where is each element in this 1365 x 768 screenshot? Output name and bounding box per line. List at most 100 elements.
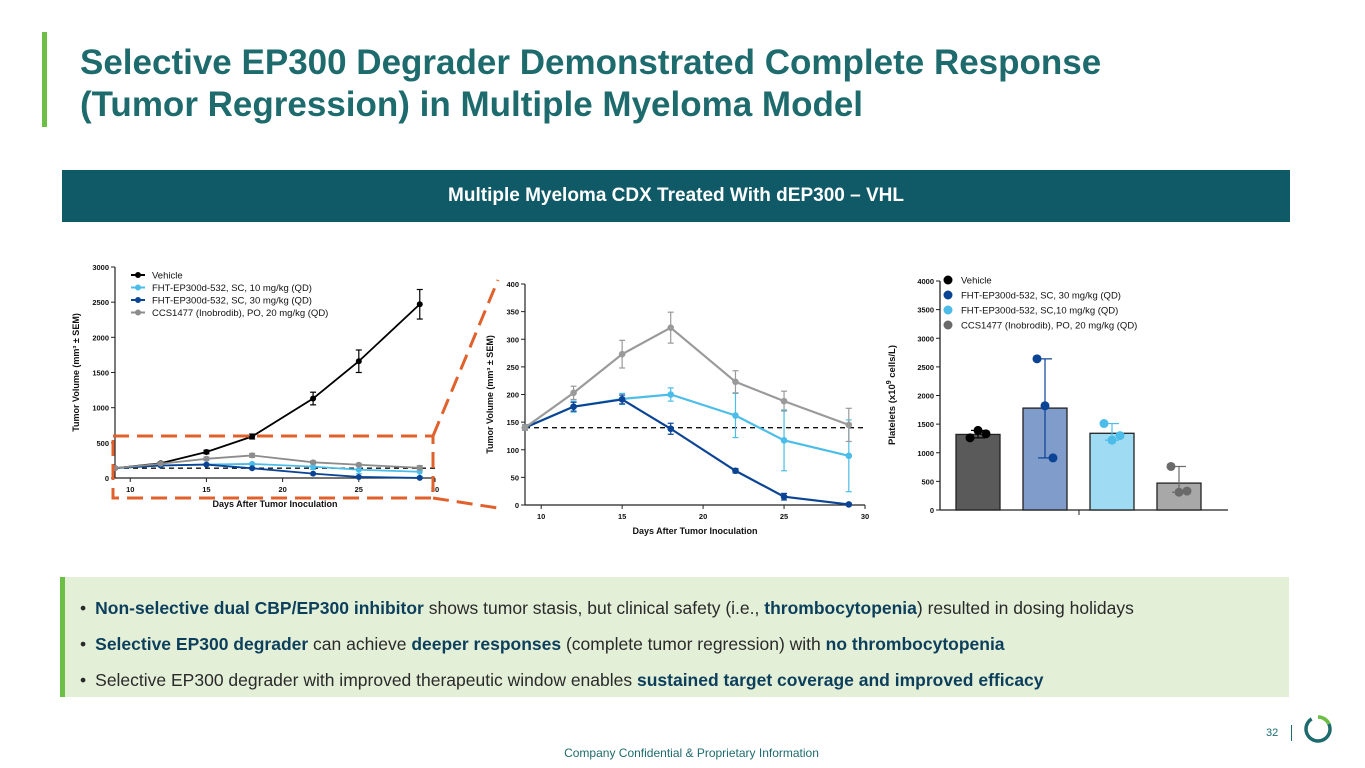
data-point — [355, 473, 362, 480]
data-point — [965, 433, 975, 443]
platelets-bar-chart: 0 500 1000 1500 2000 2500 3000 3500 4000 Platelet… — [886, 275, 1228, 515]
data-point — [249, 460, 256, 467]
title-line-2: (Tumor Regression) in Multiple Myeloma M… — [80, 85, 864, 124]
legend-swatch-marker — [943, 275, 953, 285]
zoom-region-box — [111, 434, 435, 500]
data-point — [203, 448, 210, 455]
y-tick-label: 2500 — [917, 363, 934, 372]
data-point — [203, 455, 210, 462]
y-tick-label: 2000 — [92, 333, 109, 342]
data-point — [570, 389, 577, 397]
x-tick-label: 30 — [431, 485, 439, 494]
y-tick-label: 2500 — [92, 298, 109, 307]
x-tick-label: 15 — [618, 512, 626, 521]
y-axis-title: Tumor Volume (mm³ ± SEM) — [485, 335, 495, 454]
bullet-emphasis: sustained target coverage and improved e… — [636, 670, 1044, 690]
key-findings-list: Non-selective dual CBP/EP300 inhibitor s… — [65, 577, 1289, 698]
y-tick-label: 1500 — [92, 369, 109, 378]
data-point — [845, 501, 853, 508]
bullet-emphasis: deeper responses — [411, 634, 562, 654]
title-accent-bar — [42, 32, 47, 127]
data-point — [249, 452, 256, 459]
bar — [955, 433, 1001, 511]
y-tick-label: 3500 — [917, 306, 934, 315]
y-axis-title-superscript: 9 — [886, 380, 893, 384]
section-banner: Multiple Myeloma CDX Treated With dEP300… — [62, 170, 1290, 222]
title-line-1: Selective EP300 Degrader Demonstrated Co… — [80, 43, 1102, 82]
data-point — [355, 461, 362, 468]
series-line — [524, 398, 849, 506]
data-point — [1032, 354, 1042, 364]
data-point — [981, 429, 991, 439]
x-tick-label: 20 — [699, 512, 707, 521]
zoom-connector-top — [431, 279, 500, 437]
y-tick-label: 400 — [506, 280, 519, 289]
data-point — [845, 421, 853, 429]
bullet-text: can achieve — [308, 634, 412, 654]
data-point — [355, 466, 362, 473]
legend-label: FHT-EP300d-532, SC,10 mg/kg (QD) — [961, 306, 1118, 317]
data-point — [157, 460, 164, 467]
legend-swatch-marker — [943, 290, 953, 300]
y-axis-title: Tumor Volume (mm³ ± SEM) — [71, 313, 81, 432]
zoom-indicator — [111, 279, 500, 510]
data-point — [667, 324, 675, 331]
x-axis-title: Days After Tumor Inoculation — [212, 499, 337, 509]
tumor-volume-chart-zoom: 0 50 100 150 200 250 300 350 400 10 15 20 25 30 Days A… — [485, 280, 869, 536]
legend-label: FHT-EP300d-532, SC, 10 mg/kg (QD) — [152, 283, 312, 294]
page-number: 32 — [1266, 727, 1279, 739]
x-axis-title: Days After Tumor Inoculation — [632, 526, 757, 536]
data-point — [973, 425, 983, 435]
confidential-footer: Company Confidential & Proprietary Infor… — [564, 746, 819, 760]
y-tick-label: 300 — [506, 335, 519, 344]
legend-label: FHT-EP300d-532, SC, 30 mg/kg (QD) — [961, 291, 1121, 302]
data-point — [732, 412, 739, 419]
data-point — [845, 452, 853, 460]
y-tick-label: 500 — [921, 477, 934, 486]
y-tick-label: 2000 — [917, 392, 934, 401]
data-point — [416, 464, 423, 471]
data-point — [416, 474, 423, 481]
data-point — [310, 470, 317, 477]
zoom-connector-bottom — [432, 496, 499, 510]
y-tick-label: 0 — [105, 474, 109, 483]
x-tick-label: 25 — [355, 485, 363, 494]
y-tick-label: 500 — [96, 439, 109, 448]
bullet-emphasis: Non-selective dual CBP/EP300 inhibitor — [95, 598, 424, 618]
x-tick-label: 10 — [537, 512, 545, 521]
y-axis-title: Platelets (x109 cells/L) — [886, 345, 898, 445]
y-tick-label: 3000 — [917, 334, 934, 343]
legend-label: CCS1477 (Inobrodib), PO, 20 mg/kg (QD) — [152, 308, 328, 319]
finding-bullet: Non-selective dual CBP/EP300 inhibitor s… — [80, 590, 1289, 626]
data-point — [521, 424, 529, 431]
data-point — [1048, 453, 1058, 463]
data-point — [249, 465, 256, 472]
data-point — [780, 397, 788, 405]
legend-label: CCS1477 (Inobrodib), PO, 20 mg/kg (QD) — [961, 321, 1137, 332]
y-tick-label: 1000 — [92, 404, 109, 413]
bullet-text: ) resulted in dosing holidays — [916, 598, 1134, 618]
company-logo-icon — [1304, 715, 1332, 743]
data-point — [780, 437, 788, 444]
data-point — [355, 358, 362, 365]
data-point — [1107, 435, 1117, 445]
banner-text: Multiple Myeloma CDX Treated With dEP300… — [448, 185, 904, 206]
y-tick-label: 4000 — [917, 277, 934, 286]
y-tick-label: 0 — [930, 506, 934, 515]
tumor-volume-chart-full: 0 500 1000 1500 2000 2500 3000 10 15 20 25 30 Days A… — [71, 263, 439, 509]
data-point — [732, 378, 739, 386]
data-point — [780, 493, 788, 501]
bullet-text: Selective EP300 degrader with improved t… — [95, 670, 637, 690]
data-point — [310, 463, 317, 470]
data-point — [618, 396, 626, 403]
legend-swatch-marker — [135, 309, 141, 316]
page-number-divider — [1291, 725, 1292, 741]
data-point — [249, 433, 256, 440]
data-point — [1166, 461, 1176, 471]
legend-swatch-marker — [135, 272, 141, 278]
legend-swatch-marker — [943, 305, 953, 315]
bar — [1089, 432, 1135, 511]
x-tick-label: 30 — [861, 512, 869, 521]
y-tick-label: 1500 — [917, 420, 934, 429]
data-point — [310, 395, 317, 402]
